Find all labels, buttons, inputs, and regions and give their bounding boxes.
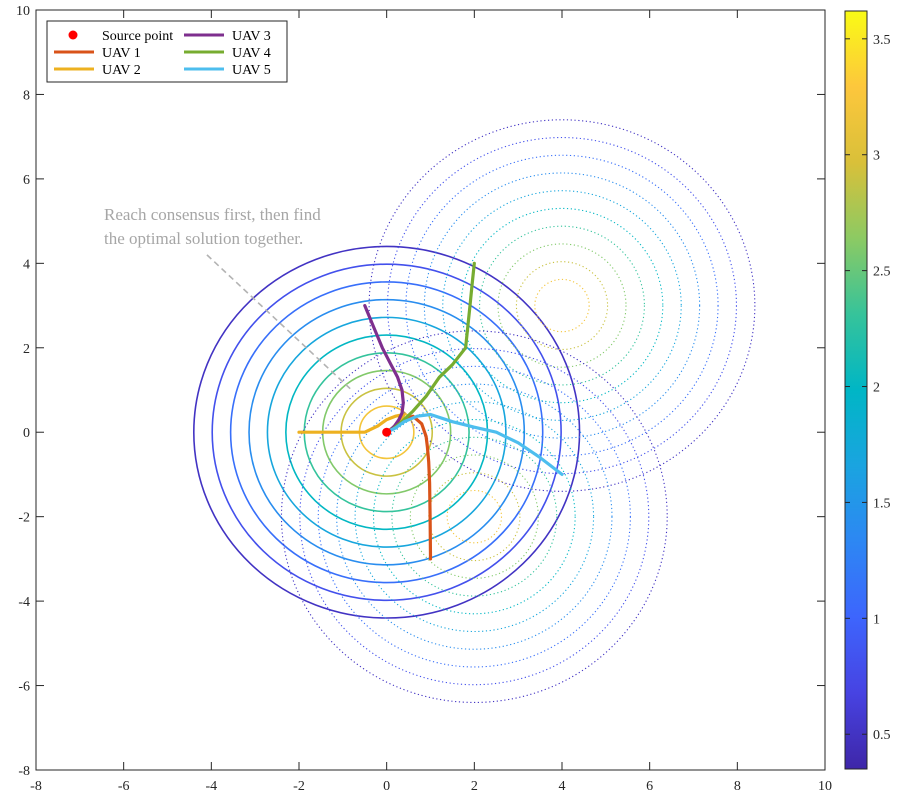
x-tick-label: 6: [646, 779, 653, 794]
colorbar-tick-label: 3.5: [873, 33, 891, 48]
contour-line-set2: [423, 172, 701, 439]
x-tick-label: 8: [734, 779, 741, 794]
contour-line-set3: [336, 383, 613, 650]
x-tick-label: 10: [818, 779, 832, 794]
x-tick-label: -4: [205, 779, 217, 794]
contour-line-set2: [386, 136, 738, 475]
contour-line-set2: [460, 207, 664, 404]
contour-line-set2: [368, 119, 756, 492]
contour-line-set2: [515, 261, 609, 351]
colorbar-tick-label: 3: [873, 149, 880, 164]
legend-label: UAV 2: [102, 63, 141, 78]
contour-line-set3: [299, 348, 650, 686]
y-tick-label: 10: [16, 4, 30, 19]
contour-line-set1: [192, 245, 581, 619]
colorbar-tick-label: 2: [873, 381, 880, 396]
x-tick-label: 4: [559, 779, 566, 794]
axes-box: [35, 9, 826, 771]
annotation-text-line: Reach consensus first, then find: [104, 205, 321, 224]
y-tick-label: 2: [23, 342, 30, 357]
colorbar-tick-label: 0.5: [873, 728, 891, 743]
contour-line-set2: [497, 243, 627, 368]
x-tick-label: -6: [118, 779, 130, 794]
contour-line-set1: [229, 281, 544, 584]
axis-ticks: -8 -6 -4 -2 0 2 4 6 8 10 -8 -6 -4 -2 0 2 4 6 8 10: [16, 4, 832, 794]
y-tick-label: -4: [18, 595, 30, 610]
y-tick-label: 8: [23, 88, 30, 103]
source-point-marker: [382, 427, 392, 437]
legend: Source point UAV 1 UAV 2 UAV 3 UAV 4 UAV 5: [46, 20, 288, 83]
y-tick-label: 0: [23, 426, 30, 441]
colorbar: 0.5 1 1.5 2 2.5 3 3.5: [844, 10, 891, 770]
contour-line-set2: [405, 154, 719, 457]
x-tick-label: -2: [293, 779, 305, 794]
contour-line-set1: [266, 316, 507, 548]
contour-line-set1: [211, 263, 562, 602]
contour-line-set3: [446, 489, 503, 544]
legend-marker-dot: [68, 30, 78, 40]
annotation: Reach consensus first, then find the opti…: [104, 205, 353, 391]
contour-line-set3: [428, 472, 521, 562]
y-tick-label: -6: [18, 680, 30, 695]
annotation-text-line: the optimal solution together.: [104, 229, 303, 248]
uav-5-path: [385, 412, 564, 476]
source-point-layer: [382, 427, 392, 437]
y-tick-label: -2: [18, 511, 30, 526]
y-tick-label: 6: [23, 173, 30, 188]
contour-line-set1: [285, 334, 489, 531]
contour-line-set3: [391, 436, 558, 597]
x-tick-label: 0: [383, 779, 390, 794]
annotation-arrow: [206, 254, 353, 391]
contour-line-set3: [372, 419, 576, 615]
legend-label: Source point: [102, 29, 173, 44]
x-tick-label: 2: [471, 779, 478, 794]
colorbar-tick-label: 2.5: [873, 265, 891, 280]
legend-label: UAV 1: [102, 46, 141, 61]
contour-line-set3: [409, 454, 539, 579]
colorbar-tick-label: 1: [873, 612, 880, 627]
legend-label: UAV 4: [232, 46, 271, 61]
colorbar-tick-label: 1.5: [873, 496, 891, 511]
x-tick-label: -8: [30, 779, 42, 794]
contour-line-set3: [317, 365, 631, 668]
uav-paths: [297, 261, 564, 561]
y-tick-label: -8: [18, 764, 30, 779]
contour-line-set2: [442, 190, 682, 421]
colorbar-gradient: [844, 10, 868, 770]
contour-line-set2: [479, 225, 645, 386]
y-tick-label: 4: [23, 257, 30, 272]
legend-label: UAV 3: [232, 29, 271, 44]
legend-label: UAV 5: [232, 63, 271, 78]
contour-line-set3: [280, 330, 668, 703]
contour-line-set3: [354, 401, 595, 633]
